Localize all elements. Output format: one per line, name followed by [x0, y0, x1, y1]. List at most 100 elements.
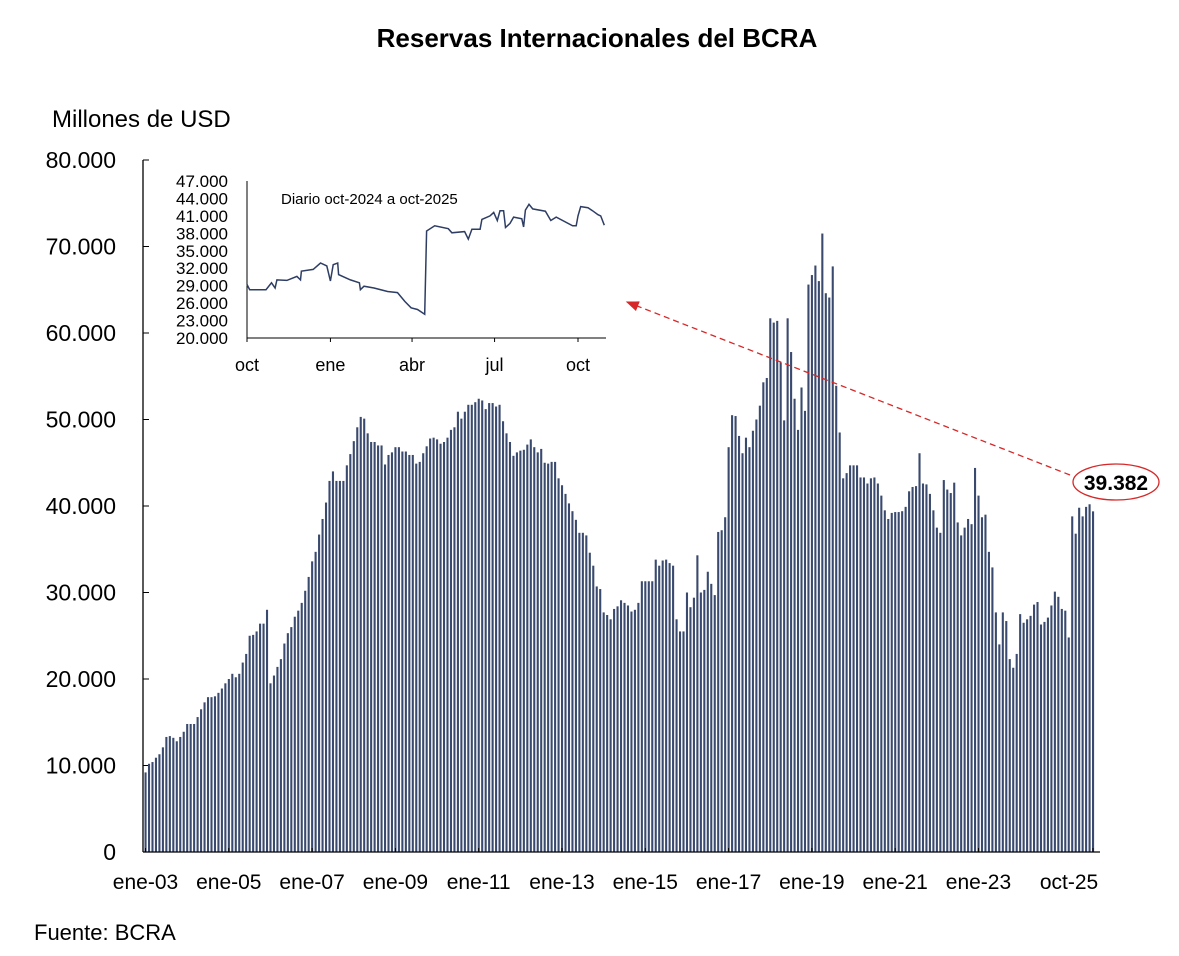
bar: [991, 567, 994, 852]
bar: [581, 532, 584, 852]
bar: [488, 403, 491, 852]
bar: [984, 514, 987, 852]
y-tick-label: 10.000: [46, 753, 116, 779]
bar: [290, 627, 293, 852]
bar: [821, 233, 824, 852]
bar: [147, 763, 151, 852]
bar: [144, 772, 147, 852]
bar: [845, 473, 848, 852]
bar: [1039, 624, 1043, 852]
bar: [564, 493, 567, 852]
bar: [873, 477, 876, 852]
bar: [970, 524, 973, 852]
bar: [501, 421, 505, 852]
bar: [453, 427, 456, 852]
bar: [508, 441, 512, 852]
bar: [831, 266, 834, 852]
bar: [706, 571, 709, 852]
bar: [265, 609, 269, 852]
bar: [796, 429, 800, 852]
bar: [515, 452, 518, 852]
bar: [286, 633, 289, 852]
bar: [293, 616, 296, 852]
inset-daily-chart: 20.00023.00026.00029.00032.00035.00038.0…: [160, 165, 615, 380]
bar: [842, 478, 845, 852]
bar: [585, 535, 588, 852]
y-tick-label: 0: [103, 839, 116, 865]
bar: [1092, 511, 1095, 852]
inset-y-tick-label: 44.000: [176, 189, 228, 208]
bar: [1067, 637, 1070, 852]
bar: [668, 563, 671, 852]
bar: [765, 377, 768, 852]
bar: [519, 450, 522, 852]
bar: [717, 531, 720, 852]
bar: [1078, 507, 1081, 852]
bar: [432, 437, 435, 852]
bar: [1057, 596, 1060, 852]
bar: [179, 736, 182, 852]
bar: [1008, 659, 1011, 852]
bar: [897, 512, 900, 852]
bar: [168, 736, 171, 852]
inset-y-tick-label: 26.000: [176, 294, 228, 313]
inset-x-axis-ticks: oct ene abr jul oct: [235, 338, 590, 375]
bar: [855, 465, 859, 852]
inset-y-tick-label: 20.000: [176, 329, 228, 348]
bar: [609, 619, 612, 852]
bar: [904, 506, 907, 852]
bar: [522, 449, 525, 852]
bar: [571, 511, 574, 852]
bar: [751, 430, 754, 852]
bar: [255, 631, 258, 852]
bar: [803, 410, 807, 852]
bar: [630, 611, 633, 852]
bar: [238, 673, 241, 852]
bar: [404, 451, 407, 852]
bar: [880, 495, 883, 852]
inset-y-axis-ticks: 20.00023.00026.00029.00032.00035.00038.0…: [176, 172, 228, 348]
bar: [276, 666, 279, 852]
bar: [588, 552, 591, 852]
bar: [838, 432, 841, 852]
bar: [1001, 612, 1004, 852]
bar: [956, 522, 959, 852]
y-tick-label: 30.000: [46, 580, 116, 606]
bar: [665, 559, 668, 852]
bar: [606, 614, 609, 852]
bar: [425, 446, 428, 852]
bar: [231, 673, 234, 852]
y-tick-label: 50.000: [46, 407, 116, 433]
bar: [866, 483, 869, 852]
bar: [272, 675, 276, 852]
bar: [533, 447, 536, 852]
bar: [279, 659, 282, 852]
bar: [814, 265, 817, 852]
bar: [331, 471, 335, 852]
bar: [297, 610, 300, 852]
bar: [758, 405, 761, 852]
bar: [210, 697, 213, 852]
y-axis-label: Millones de USD: [52, 106, 231, 133]
bar: [619, 600, 623, 852]
bar: [408, 454, 411, 852]
bar: [578, 532, 581, 852]
inset-x-tick-label: ene: [315, 355, 345, 375]
bar: [852, 465, 855, 852]
bar: [217, 692, 220, 852]
inset-y-tick-label: 41.000: [176, 207, 228, 226]
bar: [314, 551, 317, 852]
x-tick-label: ene-05: [196, 871, 261, 894]
bar: [1046, 617, 1049, 852]
bar: [477, 398, 480, 852]
bar: [311, 561, 314, 852]
bar: [800, 387, 803, 852]
bar: [731, 415, 734, 852]
bar: [234, 677, 237, 852]
x-tick-label: ene-21: [862, 871, 927, 894]
bar: [1064, 610, 1067, 852]
bar: [828, 297, 831, 852]
bar: [484, 409, 487, 852]
y-tick-label: 20.000: [46, 666, 116, 692]
